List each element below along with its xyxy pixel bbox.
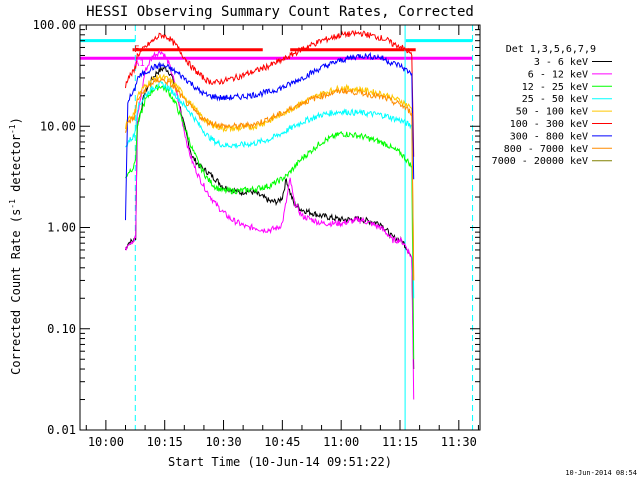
legend-entry-label: 800 - 7000 keV (504, 144, 588, 155)
series-line-0 (125, 64, 415, 370)
y-axis-label-sup2: -1 (8, 124, 17, 134)
y-axis-label-part1: Corrected Count Rate (s (9, 209, 23, 375)
x-tick-label: 10:00 (88, 435, 124, 449)
y-tick-label: 1.00 (47, 221, 76, 235)
series-line-7 (125, 77, 415, 281)
series-layer (125, 29, 415, 400)
series-line-4 (125, 73, 415, 281)
x-tick-label: 10:15 (147, 435, 183, 449)
y-axis-label-sup1: -1 (8, 199, 17, 209)
legend-entry-label: 25 - 50 keV (522, 94, 588, 105)
series-line-2 (125, 84, 415, 360)
axes-layer: 10:00 10:15 10:30 10:45 11:00 11:15 11:30 0.01 0… (33, 18, 481, 449)
series-line-5 (125, 29, 415, 157)
legend-entry-label: 6 - 12 keV (528, 69, 588, 80)
marker-0: F (134, 45, 139, 55)
y-tick-label: 0.01 (47, 423, 76, 437)
x-tick-label: 10:30 (205, 435, 241, 449)
series-line-3 (125, 80, 415, 299)
legend-entry-label: 7000 - 20000 keV (492, 156, 588, 167)
legend-header: Det 1,3,5,6,7,9 (506, 44, 596, 55)
series-line-1 (125, 49, 415, 400)
x-tick-label: 11:15 (382, 435, 418, 449)
legend-entry-label: 12 - 25 keV (522, 82, 588, 93)
x-tick-label: 11:00 (323, 435, 359, 449)
x-tick-label: 10:45 (264, 435, 300, 449)
y-tick-label: 10.00 (40, 119, 76, 133)
legend-entry-label: 3 - 6 keV (534, 57, 588, 68)
y-tick-label: 100.00 (33, 18, 76, 32)
y-axis-label-part3: ) (9, 117, 23, 124)
y-axis-label-part2: detector (9, 134, 23, 199)
date-stamp: 10-Jun-2014 08:54 (565, 469, 637, 477)
marker-layer: F A1 (134, 45, 145, 69)
y-tick-label: 0.10 (47, 322, 76, 336)
marker-1: A1 (134, 59, 145, 69)
x-tick-label: 11:30 (441, 435, 477, 449)
legend-entry-label: 300 - 800 keV (510, 131, 588, 142)
legend-entry-label: 100 - 300 keV (510, 119, 588, 130)
chart-title: HESSI Observing Summary Count Rates, Cor… (86, 4, 474, 20)
y-axis-label: Corrected Count Rate (s-1 detector-1) (8, 117, 23, 375)
x-axis-label: Start Time (10-Jun-14 09:51:22) (168, 455, 392, 469)
legend-entry-label: 50 - 100 keV (516, 107, 588, 118)
series-line-6 (125, 51, 415, 221)
